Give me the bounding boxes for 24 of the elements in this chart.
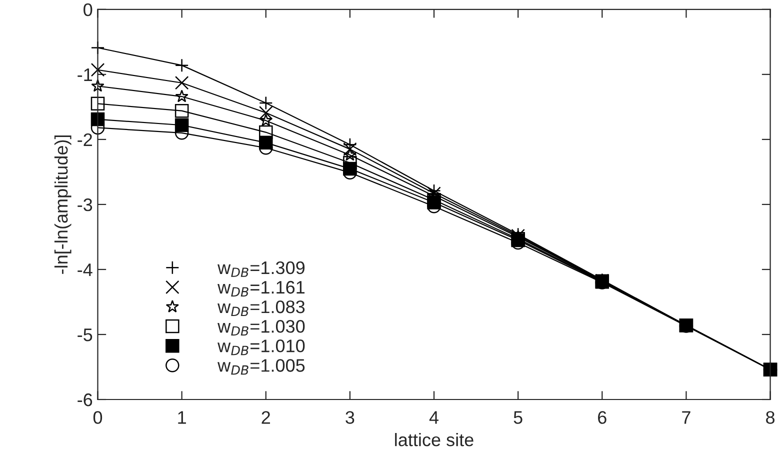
y-axis-title: -ln[-ln(amplitude)] [54, 135, 72, 274]
legend-label: w$_{DB}$=1.161 [218, 280, 304, 296]
x-axis-title: lattice site [395, 433, 474, 446]
x-tick-label: 8 [766, 411, 775, 424]
legend-label: w$_{DB}$=1.005 [218, 359, 305, 375]
x-tick-label: 2 [262, 411, 270, 424]
x-tick-label: 7 [682, 411, 690, 424]
legend-label: w$_{DB}$=1.309 [218, 261, 305, 277]
y-tick-label: -6 [78, 393, 92, 406]
y-tick-label: -4 [78, 264, 92, 276]
x-tick-label: 5 [514, 411, 522, 424]
y-tick-label: -2 [78, 133, 92, 146]
legend-label: w$_{DB}$=1.030 [218, 320, 305, 336]
legend-label: w$_{DB}$=1.083 [218, 300, 305, 316]
x-tick-label: 1 [178, 411, 186, 424]
x-tick-label: 6 [598, 411, 606, 424]
legend-label: w$_{DB}$=1.010 [218, 340, 305, 356]
x-tick-label: 0 [93, 411, 102, 424]
y-tick-label: -1 [78, 68, 92, 81]
y-tick-label: 0 [84, 3, 92, 16]
x-tick-label: 4 [429, 411, 439, 424]
y-tick-label: -3 [78, 198, 92, 212]
y-tick-label: -5 [78, 328, 92, 342]
x-tick-label: 3 [346, 411, 354, 424]
